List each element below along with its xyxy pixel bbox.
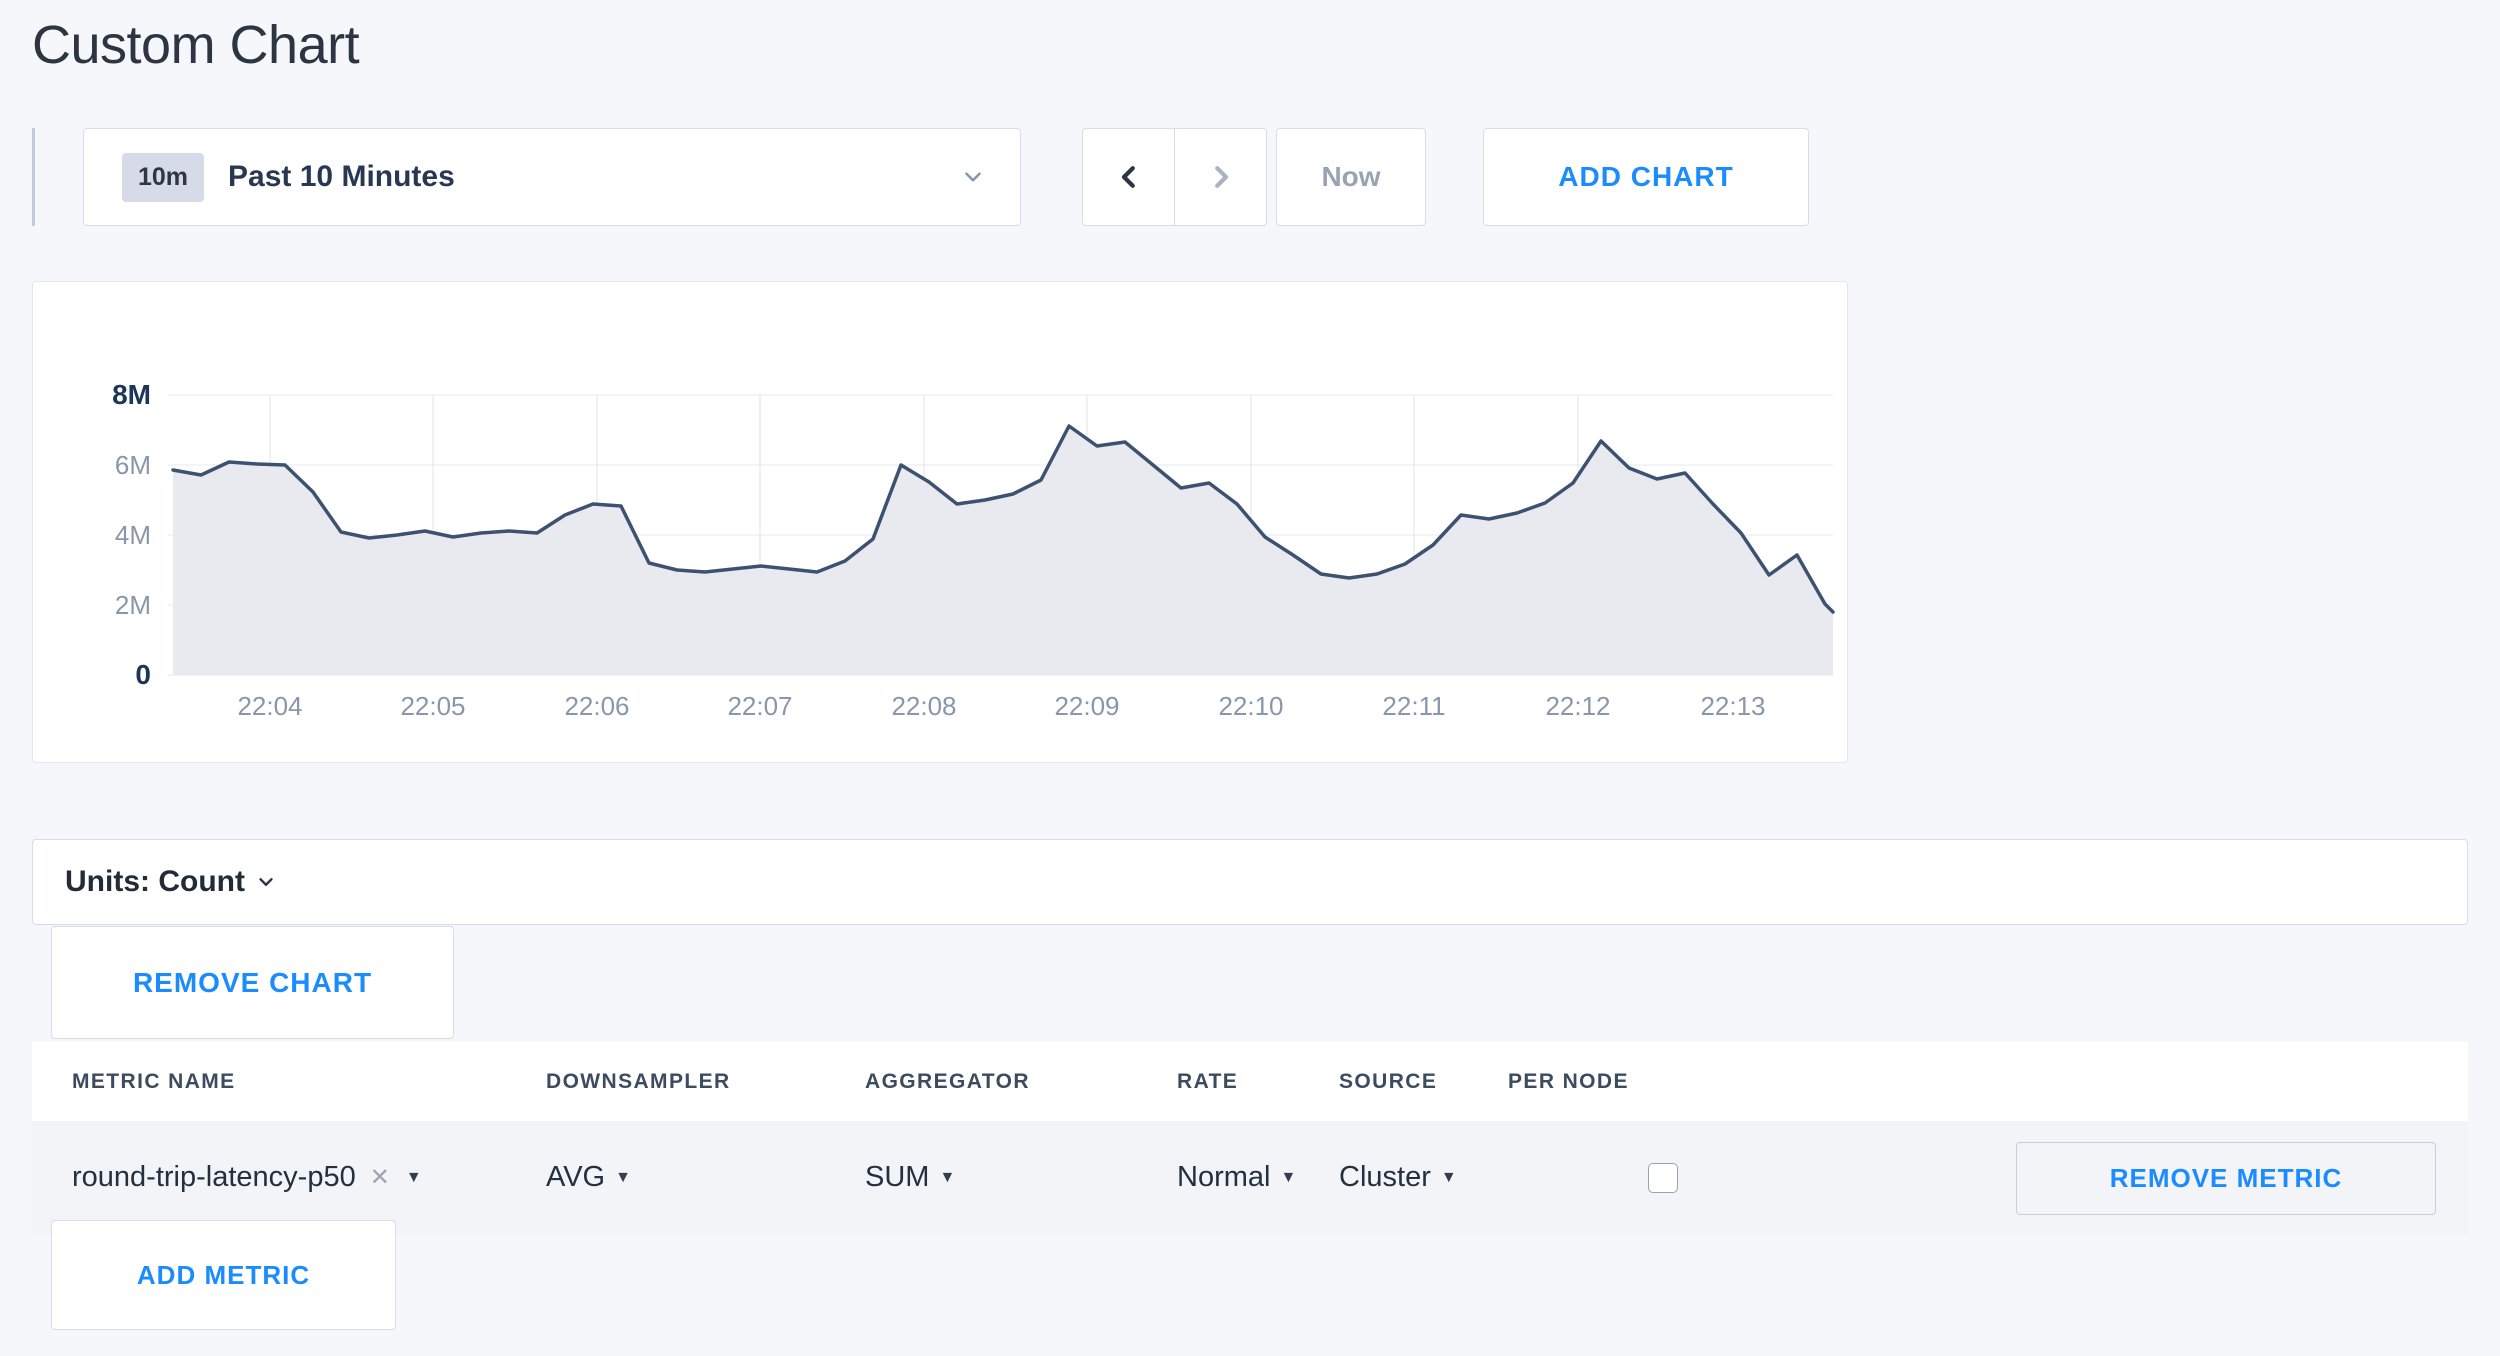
svg-text:22:11: 22:11 [1382,691,1445,721]
svg-text:22:06: 22:06 [564,691,629,721]
svg-text:2M: 2M [115,590,151,620]
svg-text:22:09: 22:09 [1054,691,1119,721]
svg-text:22:13: 22:13 [1700,691,1765,721]
svg-text:22:10: 22:10 [1218,691,1283,721]
svg-text:4M: 4M [115,520,151,550]
svg-text:22:12: 22:12 [1545,691,1610,721]
svg-text:8M: 8M [112,379,151,410]
svg-text:0: 0 [135,659,151,690]
svg-text:22:08: 22:08 [891,691,956,721]
svg-text:22:07: 22:07 [727,691,792,721]
svg-text:22:04: 22:04 [237,691,302,721]
svg-text:6M: 6M [115,450,151,480]
svg-text:22:05: 22:05 [400,691,465,721]
